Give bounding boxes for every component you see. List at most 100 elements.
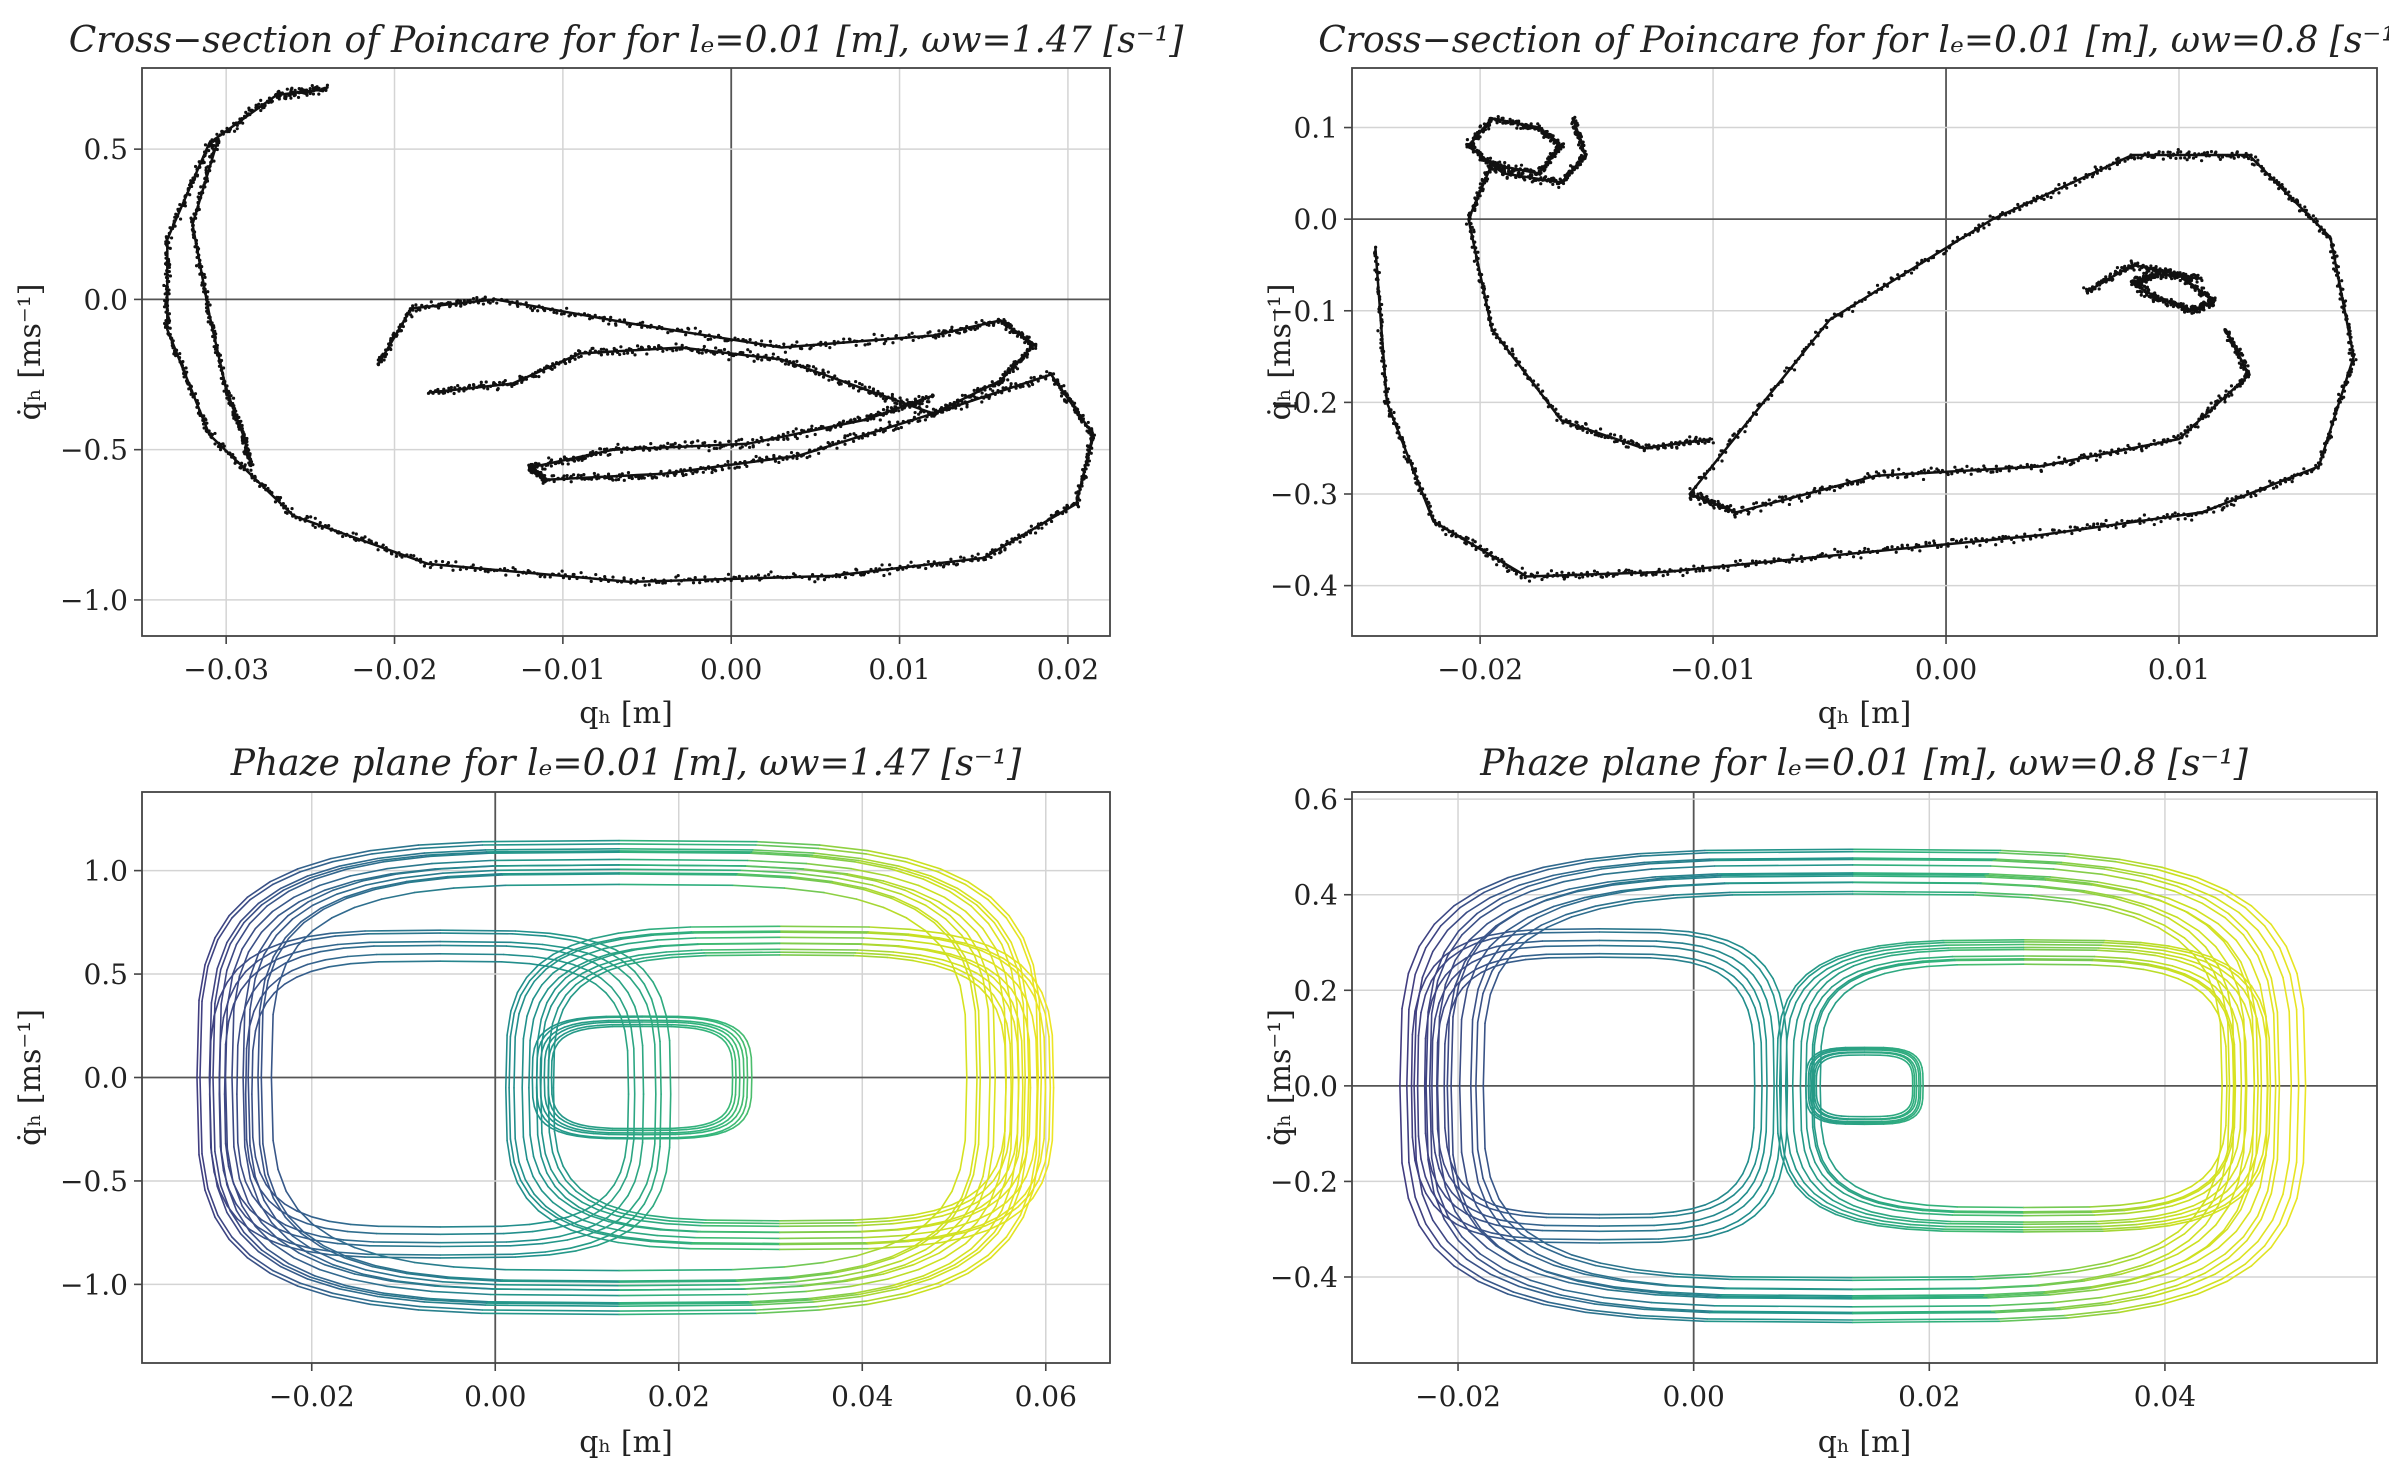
data-point xyxy=(1076,484,1080,488)
data-point xyxy=(285,87,289,91)
data-point xyxy=(1502,168,1506,172)
data-point xyxy=(630,350,635,355)
data-point xyxy=(1642,448,1646,453)
data-point xyxy=(516,573,520,577)
data-point xyxy=(959,555,963,559)
data-point xyxy=(734,439,738,444)
data-point xyxy=(975,326,980,330)
data-point xyxy=(607,322,611,326)
data-point xyxy=(1568,164,1573,168)
data-point xyxy=(661,349,665,353)
series-3 xyxy=(189,137,255,468)
data-point xyxy=(1799,499,1804,503)
data-point xyxy=(2190,518,2194,522)
data-point xyxy=(659,469,663,474)
data-point xyxy=(2057,455,2061,459)
data-point xyxy=(918,402,922,406)
data-point xyxy=(786,430,790,435)
data-point xyxy=(197,191,201,196)
data-point xyxy=(565,473,569,478)
data-point xyxy=(1767,498,1771,502)
data-point xyxy=(1988,214,1992,218)
data-point xyxy=(1062,398,1067,402)
data-point xyxy=(2018,207,2022,212)
data-point xyxy=(709,337,713,341)
data-point xyxy=(613,322,618,326)
data-point xyxy=(843,442,847,446)
data-point xyxy=(285,511,289,515)
data-point xyxy=(381,543,385,547)
data-point xyxy=(821,368,825,372)
data-point xyxy=(666,441,670,446)
data-point xyxy=(1473,540,1477,544)
data-point xyxy=(2136,156,2140,160)
data-point xyxy=(247,108,251,112)
data-point xyxy=(1009,382,1013,386)
data-point xyxy=(1581,428,1585,432)
data-point xyxy=(259,108,263,113)
data-point xyxy=(848,337,852,342)
data-point xyxy=(2319,450,2323,454)
data-point xyxy=(1575,420,1579,424)
data-point xyxy=(1045,370,1049,374)
data-point xyxy=(1729,504,1733,508)
data-point xyxy=(428,565,433,570)
data-point xyxy=(2209,401,2213,405)
data-point xyxy=(232,129,237,133)
data-point xyxy=(2165,512,2169,517)
data-point xyxy=(916,419,920,424)
data-point xyxy=(1976,229,1980,233)
data-point xyxy=(168,246,172,250)
data-point xyxy=(1086,420,1090,425)
data-point xyxy=(529,462,533,467)
data-point xyxy=(1478,135,1482,139)
data-point xyxy=(2039,469,2044,473)
data-point xyxy=(626,471,631,475)
data-point xyxy=(923,418,928,422)
series-2 xyxy=(1464,114,1715,453)
data-point xyxy=(571,473,576,477)
data-point xyxy=(1598,427,1603,431)
data-point xyxy=(2235,151,2239,155)
data-point xyxy=(920,401,924,406)
data-point xyxy=(684,333,688,337)
y-tick-label: −1.0 xyxy=(60,584,128,617)
data-point xyxy=(2023,532,2027,536)
data-point xyxy=(1571,125,1575,129)
data-point xyxy=(1851,309,1855,314)
data-point xyxy=(760,339,764,343)
data-point xyxy=(783,350,788,354)
data-point xyxy=(208,303,212,307)
data-point xyxy=(1694,569,1698,573)
data-point xyxy=(963,400,967,404)
data-point xyxy=(2176,434,2180,438)
data-point xyxy=(809,345,813,350)
data-point xyxy=(239,419,243,423)
data-point xyxy=(890,392,895,397)
data-point xyxy=(276,90,280,94)
data-point xyxy=(599,353,603,357)
data-point xyxy=(716,579,720,584)
data-point xyxy=(2183,156,2187,160)
data-point xyxy=(376,548,380,552)
data-point xyxy=(665,474,670,478)
data-point xyxy=(168,326,172,330)
data-point xyxy=(702,344,706,349)
data-point xyxy=(1484,554,1488,558)
y-axis-label: q̇ₕ [ms⁻¹] xyxy=(13,284,48,421)
x-tick-label: −0.01 xyxy=(520,653,606,686)
data-point xyxy=(1777,495,1782,499)
data-point xyxy=(2098,455,2102,459)
data-point xyxy=(1719,449,1723,453)
data-point xyxy=(2040,535,2044,539)
data-point xyxy=(2098,449,2102,453)
data-point xyxy=(957,331,962,335)
data-point xyxy=(178,203,182,207)
data-point xyxy=(2238,347,2242,351)
data-point xyxy=(687,327,691,331)
data-point xyxy=(1797,496,1802,500)
data-point xyxy=(555,311,559,315)
data-point xyxy=(698,329,702,334)
data-point xyxy=(1027,335,1031,339)
data-point xyxy=(290,506,294,511)
